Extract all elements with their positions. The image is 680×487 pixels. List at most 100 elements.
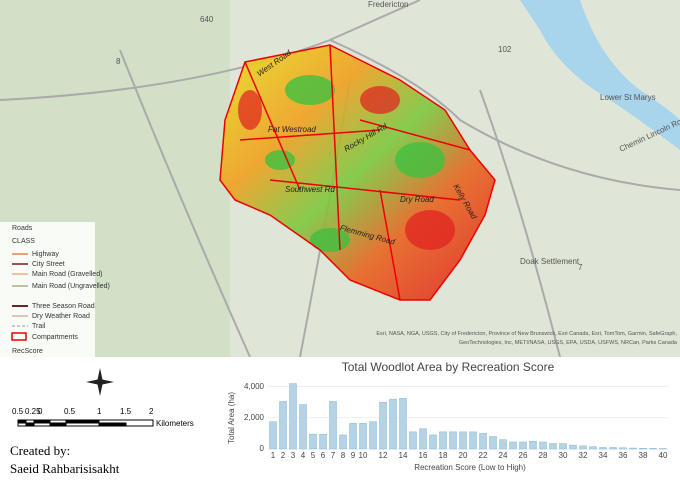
bar <box>440 432 447 449</box>
place-label: Fredericton <box>368 0 408 9</box>
bar <box>600 447 607 449</box>
bar <box>530 441 537 449</box>
x-tick-label: 38 <box>639 451 648 460</box>
bar <box>500 440 507 449</box>
scale-label: 0 <box>38 407 43 416</box>
bar <box>450 432 457 449</box>
bar <box>400 398 407 449</box>
bar <box>430 435 437 449</box>
scale-label: 1.5 <box>120 407 132 416</box>
shield: 102 <box>498 45 512 54</box>
bar <box>410 432 417 449</box>
x-tick-label: 32 <box>579 451 588 460</box>
legend-item: Main Road (Ungravelled) <box>32 283 110 290</box>
bar <box>330 401 337 449</box>
scale-label: 1 <box>97 407 102 416</box>
bar <box>470 432 477 449</box>
bar <box>350 423 357 449</box>
legend-item: City Street <box>32 261 65 268</box>
x-tick-label: 34 <box>599 451 608 460</box>
shield: 7 <box>578 263 583 272</box>
bar <box>380 402 387 449</box>
attribution: Esri, NASA, NGA, USGS, City of Frederict… <box>355 330 677 348</box>
bar <box>560 444 567 449</box>
legend-score: RecScore <box>12 348 43 355</box>
legend-item: Trail <box>32 323 46 330</box>
credit-name: Saeid Rahbarisisakht <box>10 461 120 476</box>
bar <box>540 442 547 449</box>
bar <box>520 442 527 449</box>
x-tick-label: 3 <box>291 451 296 460</box>
bar <box>300 405 307 449</box>
x-tick-label: 12 <box>379 451 388 460</box>
bar <box>510 442 517 449</box>
legend-item: Dry Weather Road <box>32 313 90 320</box>
bar <box>490 437 497 449</box>
legend-item: Compartments <box>32 334 78 341</box>
x-tick-label: 22 <box>479 451 488 460</box>
x-tick-label: 28 <box>539 451 548 460</box>
x-tick-label: 8 <box>341 451 346 460</box>
scale-label: 0.5 <box>64 407 76 416</box>
bar <box>280 401 287 449</box>
x-tick-label: 16 <box>419 451 428 460</box>
road-label: Fat Westroad <box>268 125 316 134</box>
shield: 640 <box>200 15 214 24</box>
x-tick-label: 18 <box>439 451 448 460</box>
chart-title: Total Woodlot Area by Recreation Score <box>342 360 555 374</box>
legend-title: Roads <box>12 225 33 232</box>
place-label: Doak Settlement <box>520 257 580 266</box>
x-tick-label: 1 <box>271 451 276 460</box>
legend-item: Main Road (Gravelled) <box>32 271 102 278</box>
bar <box>580 446 587 449</box>
x-tick-label: 36 <box>619 451 628 460</box>
bar <box>570 445 577 449</box>
x-tick-label: 40 <box>659 451 668 460</box>
bar <box>270 422 277 449</box>
y-axis-label: Total Area (ha) <box>227 392 236 444</box>
road-label: Dry Road <box>400 195 434 204</box>
bar <box>460 432 467 449</box>
bar <box>550 444 557 449</box>
legend-field: CLASS <box>12 238 35 245</box>
bar <box>650 448 657 449</box>
shield: 8 <box>116 57 121 66</box>
y-tick-label: 2,000 <box>244 413 265 422</box>
x-tick-label: 6 <box>321 451 326 460</box>
x-tick-label: 14 <box>399 451 408 460</box>
bar <box>360 423 367 449</box>
x-axis-label: Recreation Score (Low to High) <box>414 463 526 472</box>
scale-label: 0.5 <box>12 407 24 416</box>
bar <box>640 448 647 449</box>
scale-unit: Kilometers <box>156 419 194 428</box>
x-tick-label: 24 <box>499 451 508 460</box>
y-tick-label: 4,000 <box>244 382 265 391</box>
bar <box>590 447 597 449</box>
bar <box>290 384 297 449</box>
credit-label: Created by: <box>10 443 70 458</box>
x-tick-label: 30 <box>559 451 568 460</box>
x-tick-label: 4 <box>301 451 306 460</box>
bar <box>480 433 487 449</box>
bar <box>310 434 317 449</box>
legend-item: Three Season Road <box>32 303 95 310</box>
x-tick-label: 26 <box>519 451 528 460</box>
bar <box>340 435 347 449</box>
x-tick-label: 9 <box>351 451 356 460</box>
bar <box>370 422 377 449</box>
x-tick-label: 20 <box>459 451 468 460</box>
bar <box>390 399 397 449</box>
bar <box>420 429 427 449</box>
attribution-box: Esri, NASA, NGA, USGS, City of Frederict… <box>355 330 677 354</box>
bar <box>620 448 627 449</box>
x-tick-label: 5 <box>311 451 316 460</box>
bar <box>630 448 637 449</box>
road-label: Southwest Rd <box>285 185 335 194</box>
place-label: Lower St Marys <box>600 93 656 102</box>
scale-label: 2 <box>149 407 154 416</box>
scale-bar <box>18 420 153 426</box>
bar <box>610 447 617 449</box>
legend-item: Highway <box>32 251 59 258</box>
x-tick-label: 2 <box>281 451 286 460</box>
